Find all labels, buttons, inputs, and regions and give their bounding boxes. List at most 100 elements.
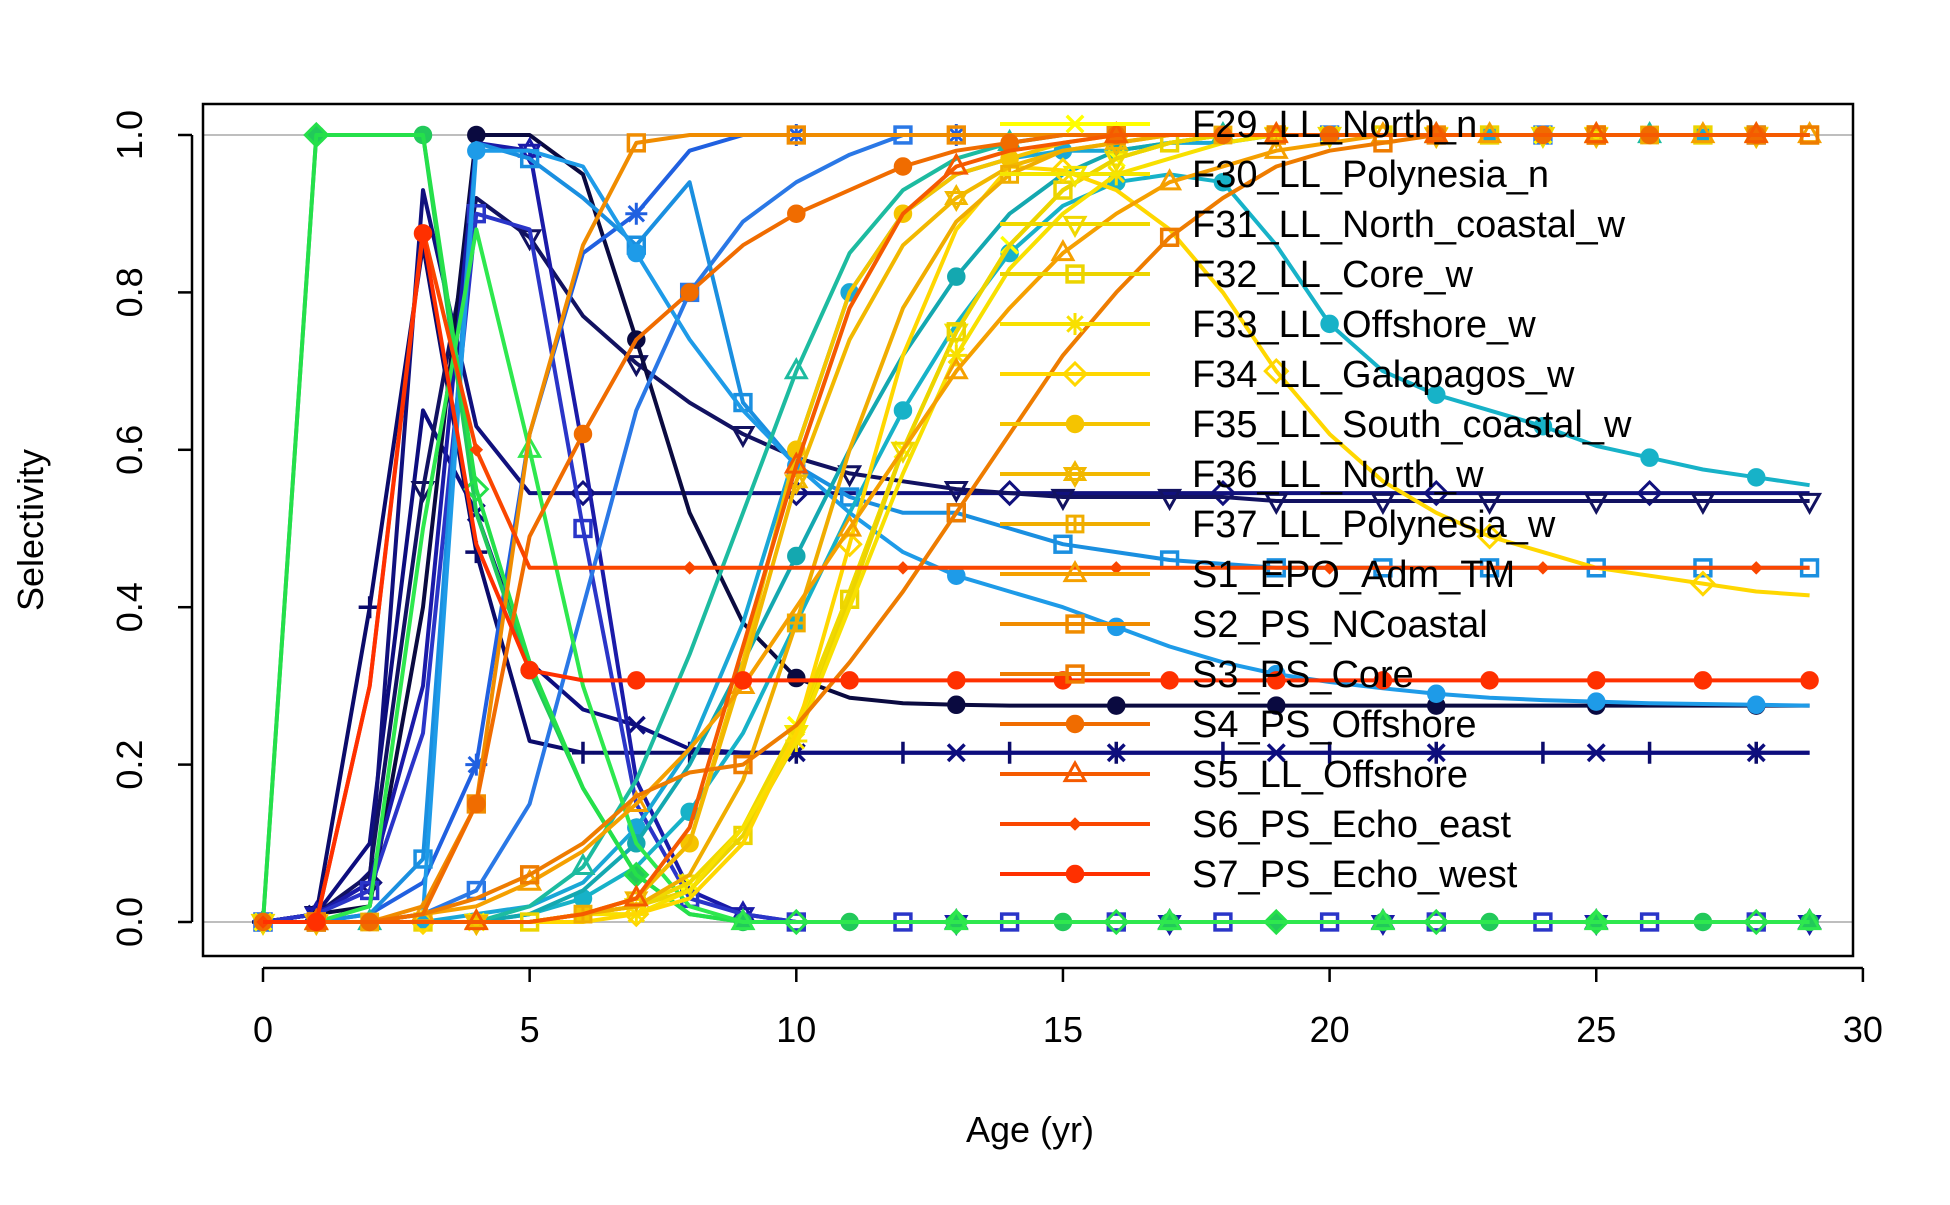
series-28-point-19 (1263, 136, 1289, 159)
series-32-point-13 (943, 152, 969, 175)
series-line-31 (263, 133, 1810, 924)
series-24-point-27 (1689, 570, 1717, 597)
legend-entry: F34_LL_Galapagos_w (1000, 354, 1575, 396)
series-24-point-19 (1263, 357, 1290, 385)
series-2-point-19 (1266, 743, 1286, 763)
series-34-point-1 (307, 912, 326, 932)
legend-label: S1_EPO_Adm_TM (1192, 554, 1515, 596)
series-8-point-4 (465, 753, 488, 776)
legend-swatch-marker (1062, 460, 1088, 488)
series-18-point-9 (730, 907, 756, 931)
series-3-point-14 (996, 479, 1023, 507)
series-line-12 (263, 133, 1810, 924)
series-13-point-22 (1427, 385, 1446, 404)
series-32-point-4 (463, 907, 489, 931)
series-17-point-1 (303, 121, 330, 149)
series-28-point-5 (517, 868, 543, 891)
series-17-point-28 (1743, 908, 1770, 936)
series-28-point-17 (1157, 168, 1183, 191)
legend-label: F33_LL_Offshore_w (1192, 304, 1536, 346)
series-2-point-16 (1106, 743, 1126, 763)
series-line-27 (263, 133, 1810, 924)
series-18-point-29 (1797, 907, 1823, 931)
series-32-point-25 (1583, 120, 1609, 144)
series-34-point-23 (1480, 671, 1499, 690)
series-line-26 (263, 133, 1810, 924)
series-32-point-22 (1423, 120, 1449, 144)
legend-entry: F33_LL_Offshore_w (1000, 304, 1536, 346)
series-33-point-12 (896, 561, 910, 575)
legend-entry: F31_LL_North_coastal_w (1000, 204, 1626, 246)
series-1-point-6 (571, 741, 594, 764)
series-4-point-7 (623, 355, 649, 378)
series-10 (263, 140, 1820, 932)
legend-swatch-marker (1065, 114, 1085, 134)
series-10-point-15 (1053, 534, 1073, 554)
legend-swatch-marker (1068, 817, 1082, 831)
x-tick-label: 5 (520, 1009, 540, 1050)
series-line-29 (263, 133, 1810, 924)
series-34-point-21 (1373, 671, 1393, 690)
series-11-point-22 (1427, 684, 1446, 704)
legend-entry: S5_LL_Offshore (1000, 754, 1468, 796)
series-17-point-25 (1583, 908, 1610, 936)
legend-entry: F32_LL_Core_w (1000, 254, 1474, 296)
series-34-point-7 (627, 671, 646, 690)
legend-entry: S3_PS_Core (1000, 654, 1414, 696)
series-30-point-5 (519, 865, 540, 885)
series-18-point-17 (1157, 907, 1183, 931)
series-32-point-16 (1103, 120, 1129, 144)
legend-label: F37_LL_Polynesia_w (1192, 504, 1556, 546)
series-line-17 (261, 133, 1810, 924)
series-12 (263, 125, 1810, 932)
series-11-point-16 (1107, 617, 1126, 637)
series-line-33 (263, 227, 1810, 924)
legend-entry: S7_PS_Echo_west (1000, 854, 1518, 896)
series-line-16 (261, 133, 1810, 924)
series-14-point-10 (787, 546, 806, 566)
series-line-15 (263, 133, 1810, 924)
series-line-34 (263, 231, 1810, 924)
series-7-point-4 (466, 204, 486, 224)
series-line-22 (263, 133, 1810, 924)
y-axis: 0.0 0.2 0.4 0.6 0.8 1.0 (109, 110, 194, 947)
series-line-14 (263, 133, 1810, 924)
series-18-point-21 (1370, 907, 1396, 931)
series-line-11 (263, 148, 1810, 924)
legend-entry: F37_LL_Polynesia_w (1000, 504, 1556, 546)
series-32-point-28 (1743, 120, 1769, 144)
series-4-point-15 (1050, 488, 1076, 512)
legend-swatch-marker (1065, 514, 1085, 534)
series-17-point-16 (1103, 908, 1130, 936)
series-line-18 (263, 227, 1810, 924)
series-13-point-18 (1213, 172, 1233, 192)
series-4-point-11 (837, 465, 863, 488)
series-28-point-13 (943, 357, 969, 380)
legend-entry: S6_PS_Echo_east (1000, 804, 1511, 846)
x-tick-label: 10 (776, 1009, 816, 1050)
series-line-9 (263, 133, 1810, 924)
x-tick-label: 30 (1843, 1009, 1883, 1050)
series-14 (263, 125, 1810, 932)
legend-label: S5_LL_Offshore (1192, 754, 1468, 796)
legend: F29_LL_North_n F30_LL_Polynesia_n F31_LL_N… (1000, 104, 1632, 896)
plot-frame (201, 102, 1855, 958)
y-tick-label: 0.8 (109, 267, 150, 317)
series-11-point-13 (947, 566, 966, 585)
series-7-point-6 (573, 518, 593, 539)
legend-label: F31_LL_North_coastal_w (1192, 204, 1626, 246)
series-31-point-10 (787, 204, 806, 223)
series-line-19 (263, 133, 1810, 924)
legend-swatch-marker (1064, 313, 1086, 335)
series-line-32 (263, 133, 1810, 924)
legend-label: S7_PS_Echo_west (1192, 854, 1518, 896)
series-5-point-4 (467, 125, 486, 145)
legend-swatch-marker (1065, 664, 1085, 684)
legend-label: S2_PS_NCoastal (1192, 604, 1488, 646)
series-4-point-17 (1157, 488, 1183, 512)
series-24-point-23 (1476, 523, 1503, 550)
series-28-point-27 (1690, 120, 1716, 144)
series-4-point-29 (1797, 492, 1823, 516)
